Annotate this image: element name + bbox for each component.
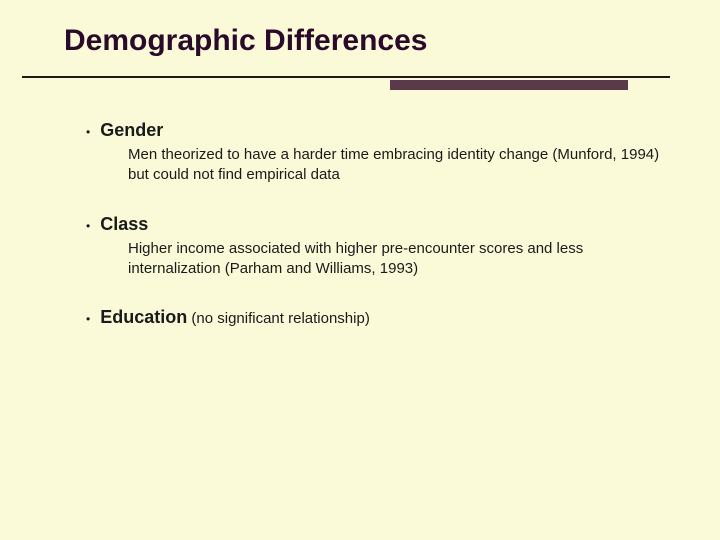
- bullet-subtext: Higher income associated with higher pre…: [128, 239, 670, 280]
- bullet-block: • Education (no significant relationship…: [86, 307, 670, 328]
- bullet-note: (no significant relationship): [187, 310, 370, 327]
- bullet-row: • Gender: [86, 120, 670, 141]
- bullet-dot-icon: •: [86, 124, 90, 141]
- bullet-row: • Class: [86, 214, 670, 235]
- bullet-block: • Gender Men theorized to have a harder …: [86, 120, 670, 186]
- slide: Demographic Differences • Gender Men the…: [0, 0, 720, 540]
- title-rule: [22, 76, 670, 96]
- bullet-dot-icon: •: [86, 218, 90, 235]
- bullet-subtext: Men theorized to have a harder time embr…: [128, 145, 670, 186]
- rule-thin-line: [22, 76, 670, 78]
- bullet-block: • Class Higher income associated with hi…: [86, 214, 670, 280]
- bullet-heading: Education: [100, 307, 187, 327]
- bullet-dot-icon: •: [86, 311, 90, 328]
- bullet-row: • Education (no significant relationship…: [86, 307, 670, 328]
- rule-thick-bar: [390, 80, 628, 90]
- slide-title: Demographic Differences: [64, 24, 670, 58]
- bullet-heading: Gender: [100, 120, 163, 141]
- content-area: • Gender Men theorized to have a harder …: [68, 120, 670, 328]
- bullet-heading: Class: [100, 214, 148, 235]
